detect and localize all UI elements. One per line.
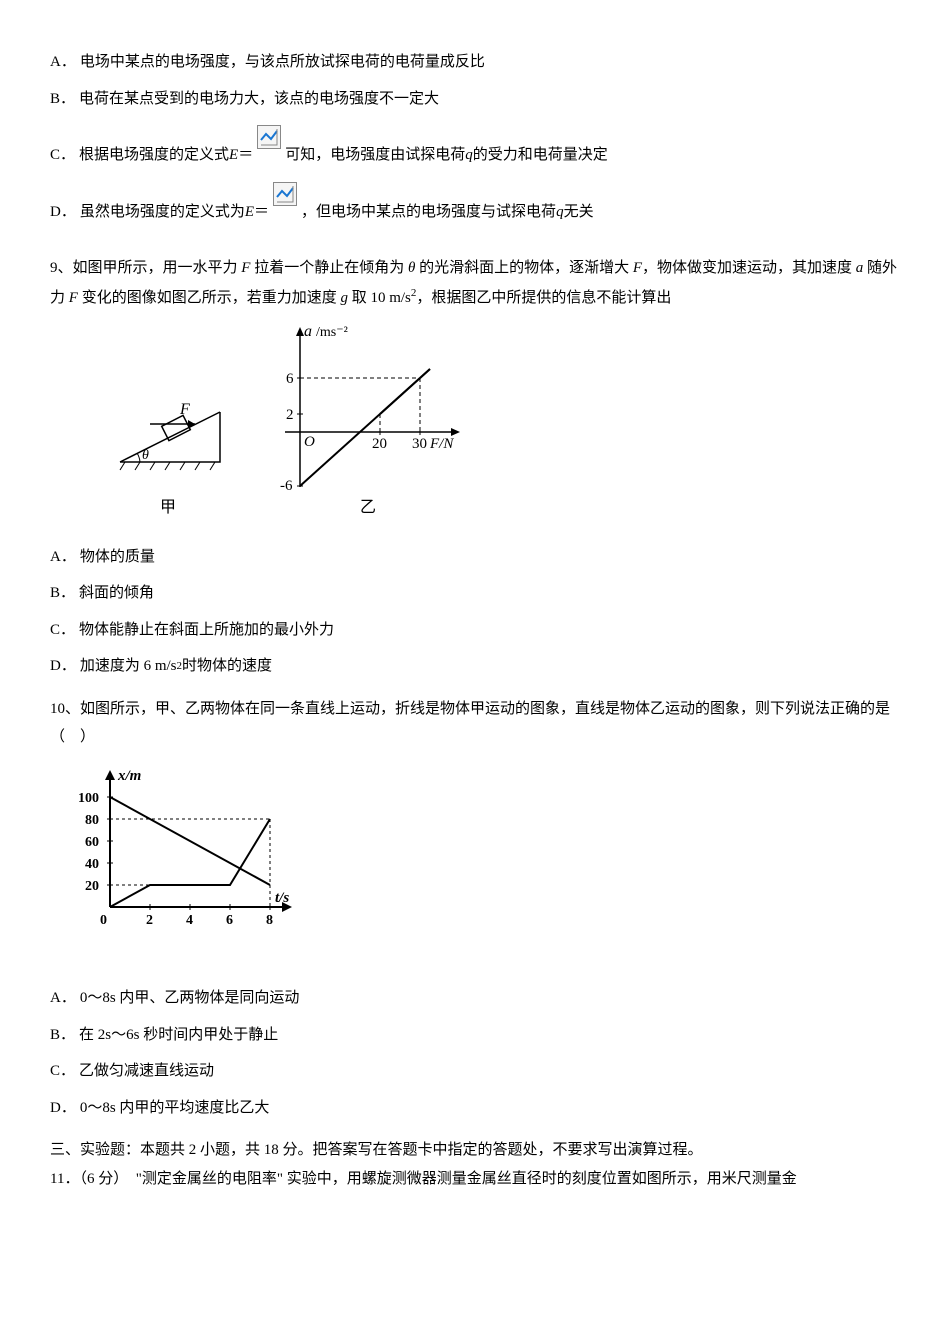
q8-d-E: E	[245, 198, 254, 227]
q8-d-q: q	[556, 198, 564, 227]
q10-c-text: 乙做匀减速直线运动	[79, 1057, 214, 1086]
label-c: C．	[50, 1057, 75, 1086]
label-a: A．	[50, 543, 76, 572]
q8-option-c: C． 根据电场强度的定义式 E ＝ 可知，电场强度由试探电荷 q 的受力和电荷量…	[50, 141, 900, 170]
fig9-x30: 30	[412, 436, 427, 452]
q10-option-c: C． 乙做匀减速直线运动	[50, 1057, 900, 1086]
label-c: C．	[50, 616, 75, 645]
fig9-theta: θ	[142, 448, 149, 463]
q8-c-1: 根据电场强度的定义式	[79, 141, 229, 170]
fig9-y6: 6	[286, 371, 294, 387]
fig9-caption-right: 乙	[360, 499, 376, 516]
label-b: B．	[50, 579, 75, 608]
fig10-y100: 100	[78, 791, 99, 806]
q11-stem: 11．（6 分） "测定金属丝的电阻率" 实验中，用螺旋测微器测量金属丝直径时的…	[50, 1165, 900, 1194]
q9-svg: F θ 甲 6 2 -6	[110, 322, 470, 522]
q8-d-3: 无关	[564, 198, 594, 227]
q9-a-text: 物体的质量	[80, 543, 155, 572]
q9-t3: 的光滑斜面上的物体，逐渐增大	[415, 260, 633, 276]
fig10-ylabel: x/m	[117, 768, 141, 784]
q8-c-eq: ＝	[238, 141, 253, 170]
q10-option-b: B． 在 2s～6s 秒时间内甲处于静止	[50, 1021, 900, 1050]
q9-c-text: 物体能静止在斜面上所施加的最小外力	[79, 616, 334, 645]
q10-option-a: A． 0～8s 内甲、乙两物体是同向运动	[50, 984, 900, 1013]
fig10-y60: 60	[85, 835, 99, 850]
q9-option-d: D． 加速度为 6 m/s2时物体的速度	[50, 652, 900, 681]
q8-option-b: B． 电荷在某点受到的电场力大，该点的电场强度不一定大	[50, 85, 900, 114]
q8-d-2: ，但电场中某点的电场强度与试探电荷	[301, 198, 556, 227]
q10-svg: 20 40 60 80 100 2 4 6 8 0 x/m t/s	[70, 762, 300, 932]
q10-b-text: 在 2s～6s 秒时间内甲处于静止	[79, 1021, 278, 1050]
q8-d-eq: ＝	[254, 198, 269, 227]
fig9-F: F	[179, 401, 190, 418]
q8-option-d: D． 虽然电场强度的定义式为 E ＝ ，但电场中某点的电场强度与试探电荷 q 无…	[50, 198, 900, 227]
q9-t1: 9、如图甲所示，用一水平力	[50, 260, 241, 276]
q9-t8: ，根据图乙中所提供的信息不能计算出	[416, 290, 671, 306]
q9-t4: ，物体做变加速运动，其加速度	[642, 260, 856, 276]
q9-F2: F	[633, 260, 642, 276]
placeholder-icon	[257, 125, 281, 149]
q9-t2: 拉着一个静止在倾角为	[250, 260, 408, 276]
fig10-y80: 80	[85, 813, 99, 828]
q9-stem: 9、如图甲所示，用一水平力 F 拉着一个静止在倾角为 θ 的光滑斜面上的物体，逐…	[50, 254, 900, 312]
q10-a-text: 0～8s 内甲、乙两物体是同向运动	[80, 984, 300, 1013]
q10-option-d: D． 0～8s 内甲的平均速度比乙大	[50, 1094, 900, 1123]
label-b: B．	[50, 85, 75, 114]
fig9-O: O	[304, 434, 315, 450]
label-c: C．	[50, 141, 75, 170]
q9-d-2: 时物体的速度	[182, 652, 272, 681]
fig9-xlabel: F/N	[429, 436, 454, 452]
q8-c-E: E	[229, 141, 238, 170]
q8-c-2: 可知，电场强度由试探电荷	[285, 141, 465, 170]
q9-option-c: C． 物体能静止在斜面上所施加的最小外力	[50, 616, 900, 645]
label-b: B．	[50, 1021, 75, 1050]
q9-b-text: 斜面的倾角	[79, 579, 154, 608]
fig9-yunit: /ms⁻²	[316, 325, 348, 340]
label-d: D．	[50, 198, 76, 227]
fig10-y40: 40	[85, 857, 99, 872]
fig10-y20: 20	[85, 879, 99, 894]
q8-a-text: 电场中某点的电场强度，与该点所放试探电荷的电荷量成反比	[80, 48, 485, 77]
q10-stem: 10、如图所示，甲、乙两物体在同一条直线上运动，折线是物体甲运动的图象，直线是物…	[50, 695, 900, 752]
label-a: A．	[50, 984, 76, 1013]
broken-image-icon	[258, 126, 280, 148]
fig10-x4: 4	[186, 913, 193, 928]
fig9-ylabel: a	[304, 323, 312, 340]
q8-option-a: A． 电场中某点的电场强度，与该点所放试探电荷的电荷量成反比	[50, 48, 900, 77]
fig10-y0: 0	[100, 913, 107, 928]
q9-option-b: B． 斜面的倾角	[50, 579, 900, 608]
q8-c-3: 的受力和电荷量决定	[473, 141, 608, 170]
q10-figure: 20 40 60 80 100 2 4 6 8 0 x/m t/s	[70, 762, 900, 943]
q9-figure: F θ 甲 6 2 -6	[110, 322, 900, 533]
q9-g: g	[340, 290, 348, 306]
q9-d-1: 加速度为 6 m/s	[80, 652, 177, 681]
fig9-x20: 20	[372, 436, 387, 452]
fig10-x6: 6	[226, 913, 233, 928]
fig10-x8: 8	[266, 913, 273, 928]
broken-image-icon	[274, 183, 296, 205]
fig10-xlabel: t/s	[275, 890, 289, 906]
fig10-x2: 2	[146, 913, 153, 928]
q8-c-q: q	[465, 141, 473, 170]
label-d: D．	[50, 652, 76, 681]
section3-header: 三、实验题：本题共 2 小题，共 18 分。把答案写在答题卡中指定的答题处，不要…	[50, 1136, 900, 1165]
fig9-y2: 2	[286, 407, 294, 423]
fig9-caption-left: 甲	[160, 499, 176, 516]
q8-d-1: 虽然电场强度的定义式为	[80, 198, 245, 227]
placeholder-icon	[273, 182, 297, 206]
q9-t7: 取 10 m/s	[348, 290, 411, 306]
label-d: D．	[50, 1094, 76, 1123]
label-a: A．	[50, 48, 76, 77]
fig9-ym6: -6	[280, 478, 293, 494]
q10-d-text: 0～8s 内甲的平均速度比乙大	[80, 1094, 270, 1123]
q9-t6: 变化的图像如图乙所示，若重力加速度	[78, 290, 341, 306]
q9-F3: F	[69, 290, 78, 306]
q9-option-a: A． 物体的质量	[50, 543, 900, 572]
q8-b-text: 电荷在某点受到的电场力大，该点的电场强度不一定大	[79, 85, 439, 114]
